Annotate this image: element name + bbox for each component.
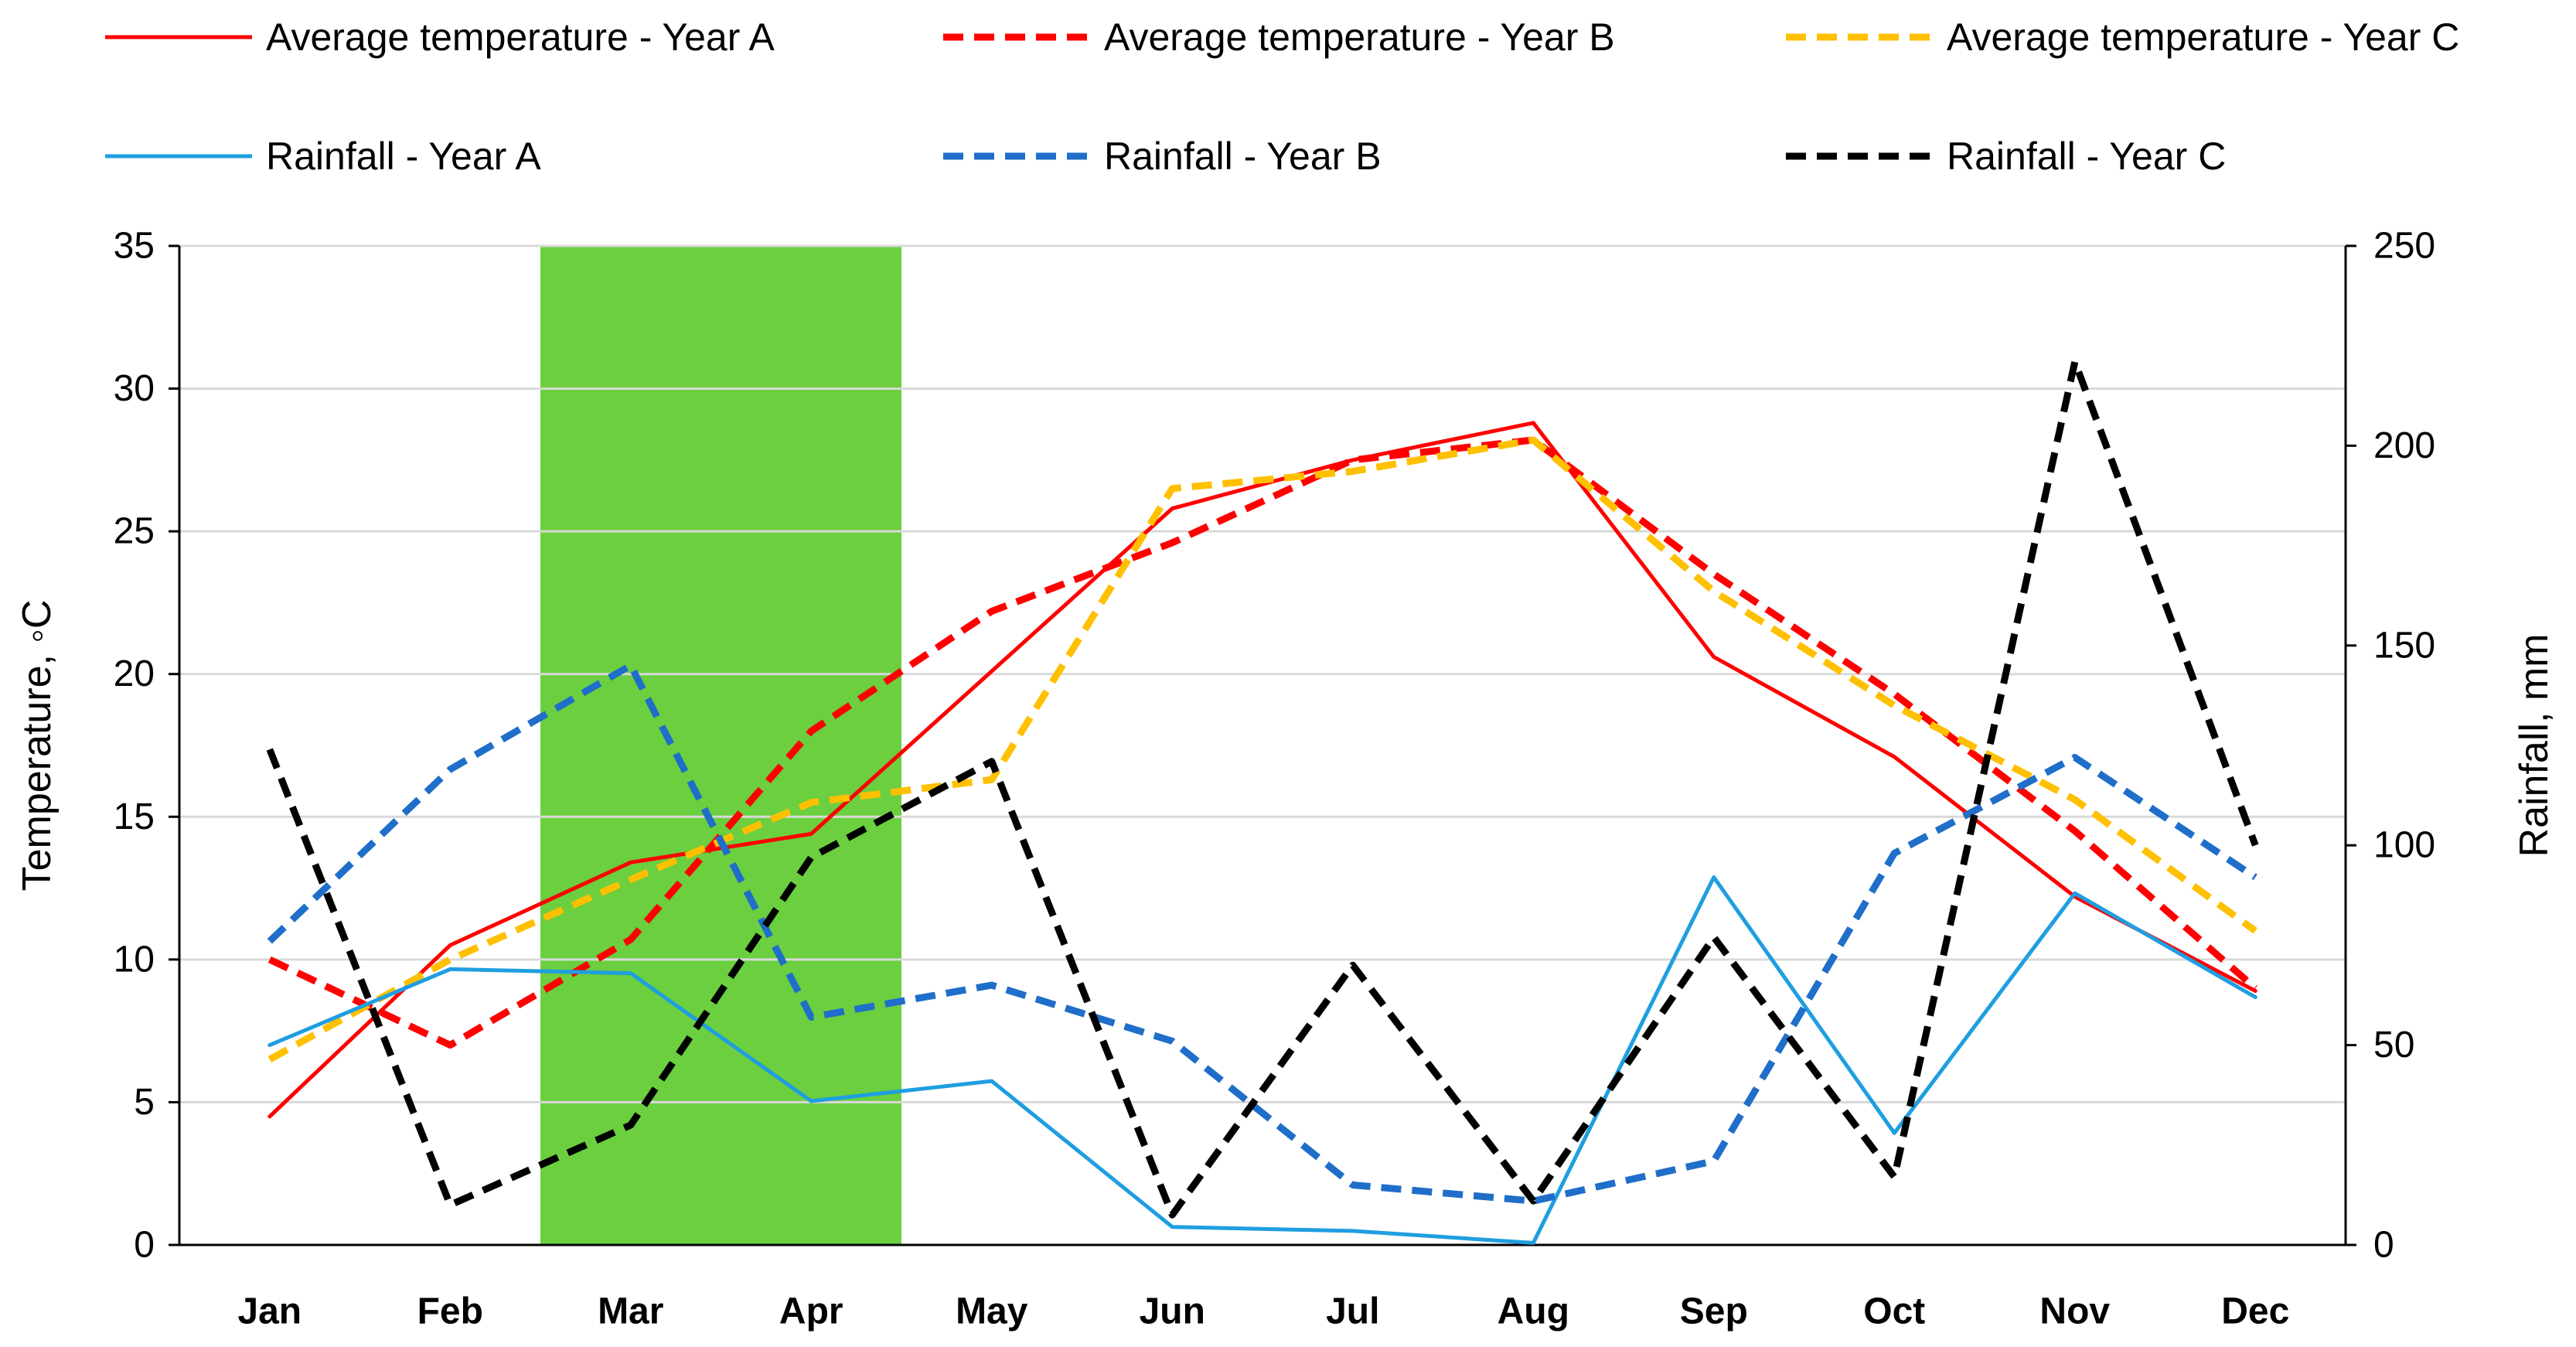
right-tick-label: 100 <box>2373 825 2435 866</box>
legend-label: Rainfall - Year C <box>1947 135 2226 178</box>
legend-item: Average temperature - Year A <box>105 15 775 59</box>
series-line-rainfall-year-b <box>267 662 2257 1205</box>
legend-item: Rainfall - Year A <box>105 135 541 178</box>
month-label-jan: Jan <box>237 1291 302 1332</box>
legend-item: Average temperature - Year B <box>943 15 1615 59</box>
left-tick-label: 30 <box>114 368 155 409</box>
highlight-band-mar-apr <box>540 246 901 1245</box>
gridlines <box>179 244 2346 1103</box>
legend-item: Average temperature - Year C <box>1786 15 2459 59</box>
series-line-average-temperature-year-c <box>267 436 2257 1063</box>
left-tick-label: 0 <box>134 1225 155 1266</box>
axes: 0 5 10 15 20 25 30 35 0 50 100 150 200 250 Jan Feb Mar Ap… <box>15 226 2557 1332</box>
legend-label: Average temperature - Year B <box>1104 15 1615 59</box>
right-tick-label: 0 <box>2373 1225 2394 1266</box>
series-line-rainfall-year-c <box>266 358 2259 1219</box>
month-label-aug: Aug <box>1498 1291 1569 1332</box>
month-label-nov: Nov <box>2039 1291 2110 1332</box>
legend-label: Average temperature - Year C <box>1947 15 2459 59</box>
right-tick-label: 200 <box>2373 425 2435 466</box>
left-axis-title: Temperature, ◦C <box>15 600 60 892</box>
month-label-jul: Jul <box>1326 1291 1379 1332</box>
left-tick-label: 15 <box>114 796 155 837</box>
left-tick-label: 35 <box>114 226 155 267</box>
month-label-feb: Feb <box>417 1291 483 1332</box>
left-tick-label: 5 <box>134 1082 155 1123</box>
month-label-oct: Oct <box>1863 1291 1925 1332</box>
month-label-sep: Sep <box>1680 1291 1748 1332</box>
left-tick-label: 25 <box>114 511 155 552</box>
legend-item: Rainfall - Year C <box>1786 135 2226 178</box>
series-line-rainfall-year-a <box>267 875 2257 1245</box>
legend-label: Rainfall - Year B <box>1104 135 1382 178</box>
right-tick-label: 50 <box>2373 1025 2414 1066</box>
left-tick-label: 10 <box>114 939 155 980</box>
legend-label: Rainfall - Year A <box>266 135 541 178</box>
legend: Average temperature - Year A Average temp… <box>105 15 2459 178</box>
series-line-average-temperature-year-a <box>267 421 2257 1119</box>
month-label-mar: Mar <box>598 1291 663 1332</box>
month-label-may: May <box>956 1291 1028 1332</box>
month-label-jun: Jun <box>1140 1291 1205 1332</box>
right-tick-label: 250 <box>2373 226 2435 267</box>
month-label-dec: Dec <box>2221 1291 2289 1332</box>
series-line-average-temperature-year-b <box>267 436 2258 1049</box>
left-tick-label: 20 <box>114 653 155 694</box>
legend-item: Rainfall - Year B <box>943 135 1382 178</box>
right-axis-title: Rainfall, mm <box>2512 634 2557 858</box>
month-label-apr: Apr <box>779 1291 843 1332</box>
legend-label: Average temperature - Year A <box>266 15 775 59</box>
series-lines <box>266 358 2259 1245</box>
highlight-layer <box>540 246 901 1245</box>
right-tick-label: 150 <box>2373 625 2435 666</box>
